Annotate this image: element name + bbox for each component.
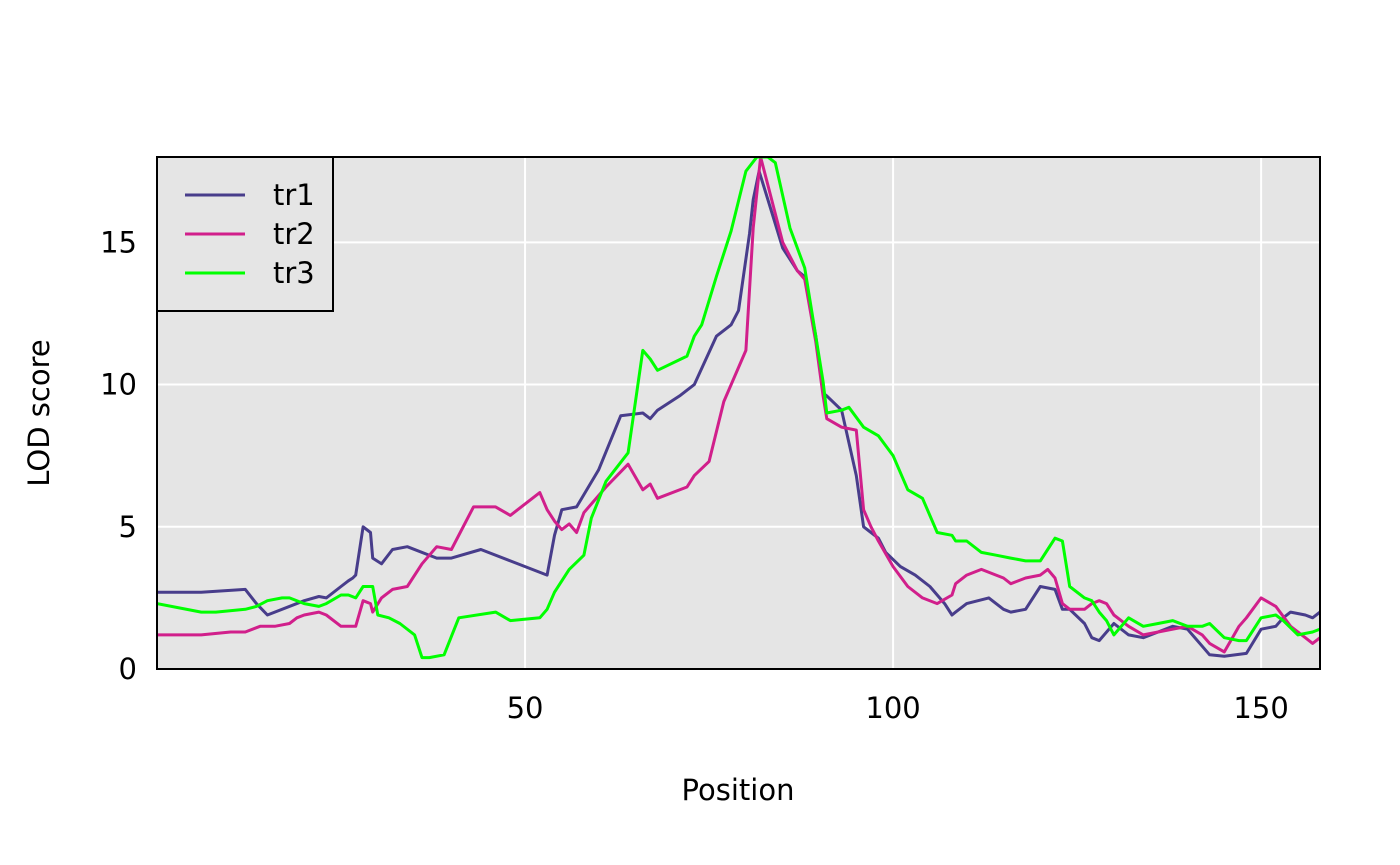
series-line-tr2 [157, 157, 1320, 654]
series-line-tr3 [157, 157, 1320, 660]
series-lines [157, 157, 1320, 660]
x-tick-label: 150 [1233, 691, 1288, 725]
y-tick-label: 10 [100, 368, 137, 402]
x-ticks: 50 100 150 [507, 691, 1289, 725]
x-tick-label: 50 [507, 691, 544, 725]
legend-label-tr3: tr3 [273, 256, 315, 290]
plot-frame [156, 156, 1321, 670]
y-tick-label: 5 [119, 510, 137, 544]
legend: tr1 tr2 tr3 [156, 156, 334, 312]
x-axis-title: Position [682, 773, 795, 807]
legend-label-tr1: tr1 [273, 178, 315, 212]
x-tick-label: 100 [865, 691, 920, 725]
y-axis-title: LOD score [22, 339, 56, 486]
y-tick-label: 15 [100, 225, 137, 259]
y-tick-label: 0 [119, 652, 137, 686]
y-ticks: 0 5 10 15 [100, 225, 137, 686]
legend-label-tr2: tr2 [273, 217, 315, 251]
